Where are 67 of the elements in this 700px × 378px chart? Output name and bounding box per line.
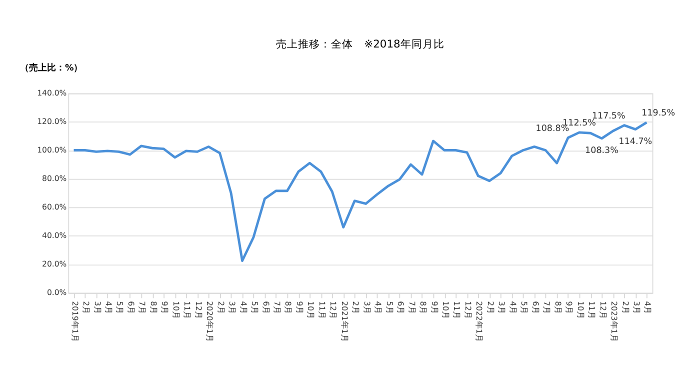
x-tick-label: 2022年1月 <box>474 301 484 342</box>
x-tick-label: 7月 <box>407 301 416 314</box>
x-tick-label: 2月 <box>486 301 495 314</box>
x-tick-label: 5月 <box>250 301 260 314</box>
y-tick-label: 100.0% <box>37 146 67 155</box>
x-tick-label: 5月 <box>115 301 124 314</box>
y-tick-label: 20.0% <box>42 260 67 269</box>
x-tick-label: 7月 <box>542 301 552 314</box>
x-tick-label: 8月 <box>418 301 428 314</box>
x-tick-label: 11月 <box>317 301 326 319</box>
x-tick-label: 6月 <box>530 301 540 314</box>
x-tick-label: 7月 <box>272 301 282 314</box>
x-tick-label: 2月 <box>351 301 360 314</box>
x-tick-label: 6月 <box>126 301 136 314</box>
x-tick-label: 10月 <box>576 301 585 319</box>
data-label: 108.8% <box>536 124 570 134</box>
y-tick-label: 60.0% <box>42 202 67 212</box>
data-label: 119.5% <box>642 108 676 119</box>
data-label: 114.7% <box>618 136 652 147</box>
x-tick-label: 9月 <box>160 301 170 314</box>
x-tick-label: 9月 <box>294 301 304 314</box>
y-axis-title: （売上比：%） <box>20 62 83 74</box>
x-tick-label: 10月 <box>171 301 180 319</box>
x-tick-label: 2021年1月 <box>340 301 349 342</box>
chart-title: 売上推移：全体 ※2018年同月比 <box>276 37 444 50</box>
y-tick-label: 0.0% <box>46 288 67 298</box>
x-tick-label: 12月 <box>328 301 338 319</box>
x-tick-label: 2月 <box>620 301 630 314</box>
x-tick-label: 5月 <box>384 301 394 314</box>
x-tick-label: 8月 <box>148 301 158 314</box>
y-tick-label: 80.0% <box>42 174 67 184</box>
x-tick-label: 10月 <box>441 301 450 319</box>
x-tick-label: 4月 <box>238 301 248 314</box>
x-tick-label: 11月 <box>587 301 596 319</box>
x-tick-label: 3月 <box>497 301 506 314</box>
x-tick-label: 3月 <box>228 301 237 314</box>
y-tick-label: 120.0% <box>37 117 67 126</box>
x-tick-label: 7月 <box>138 301 147 314</box>
data-label: 108.3% <box>585 146 618 156</box>
x-tick-label: 4月 <box>643 301 652 314</box>
x-tick-label: 12月 <box>598 301 608 319</box>
x-tick-label: 11月 <box>452 301 462 319</box>
x-tick-label: 2023年1月 <box>610 301 619 342</box>
x-tick-label: 3月 <box>362 301 372 314</box>
x-tick-label: 8月 <box>553 301 562 314</box>
x-tick-label: 8月 <box>284 301 293 314</box>
x-tick-label: 3月 <box>92 301 102 314</box>
x-tick-label: 9月 <box>564 301 574 314</box>
x-tick-label: 12月 <box>194 301 203 319</box>
x-tick-label: 12月 <box>463 301 472 319</box>
y-tick-label: 140.0% <box>37 88 67 98</box>
x-tick-label: 4月 <box>104 301 114 314</box>
x-tick-label: 9月 <box>430 301 439 314</box>
x-tick-label: 6月 <box>396 301 406 314</box>
x-tick-label: 6月 <box>261 301 270 314</box>
x-tick-label: 3月 <box>632 301 641 314</box>
x-tick-label: 5月 <box>520 301 529 314</box>
y-tick-label: 40.0% <box>42 231 67 240</box>
x-tick-label: 4月 <box>508 301 518 314</box>
x-tick-label: 2月 <box>82 301 91 314</box>
x-tick-label: 2019年1月 <box>70 301 80 342</box>
x-tick-label: 10月 <box>306 301 316 319</box>
x-tick-label: 4月 <box>374 301 383 314</box>
x-tick-label: 2020年1月 <box>205 301 214 342</box>
x-tick-label: 2月 <box>216 301 226 314</box>
data-label: 117.5% <box>592 111 626 122</box>
x-tick-label: 11月 <box>182 301 192 319</box>
